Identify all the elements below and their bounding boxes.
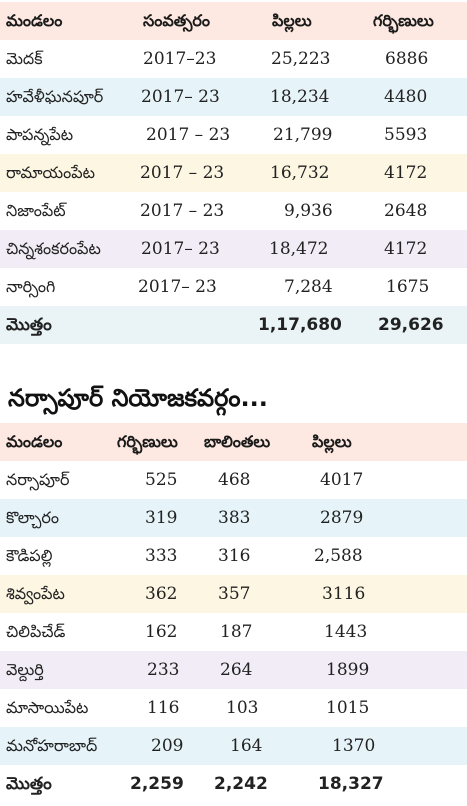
cell-children: 18,234 bbox=[270, 87, 330, 107]
header-mandal: మండలం bbox=[6, 432, 63, 451]
header-pregnant: గర్భిణులు bbox=[117, 432, 178, 451]
cell-pregnant: 362 bbox=[145, 584, 178, 604]
table-header: మండలం సంవత్సరం పిల్లలు గర్భిణులు bbox=[0, 2, 467, 40]
cell-pregnant: 2648 bbox=[384, 201, 428, 221]
cell-mandal: కౌడిపల్లి bbox=[6, 546, 53, 565]
cell-children: 9,936 bbox=[284, 201, 333, 221]
cell-year: 2017– 23 bbox=[138, 277, 217, 297]
table-row: నిజాంపేట్ 2017 – 23 9,936 2648 bbox=[0, 192, 467, 230]
table-row: చిలిపిచేడ్ 162 187 1443 bbox=[0, 613, 467, 651]
cell-mandal: పాపన్నపేట bbox=[6, 125, 74, 144]
table-narsapur-constituency: మండలం గర్భిణులు బాలింతలు పిల్లలు నర్సాపూ… bbox=[0, 423, 467, 803]
cell-pregnant: 525 bbox=[145, 470, 178, 490]
cell-pregnant: 4172 bbox=[384, 239, 428, 259]
table-row: కౌడిపల్లి 333 316 2,588 bbox=[0, 537, 467, 575]
total-label: మొత్తం bbox=[6, 315, 52, 335]
cell-children: 2,588 bbox=[314, 546, 363, 566]
cell-children: 7,284 bbox=[284, 277, 333, 297]
cell-mandal: కొల్చారం bbox=[6, 508, 59, 527]
cell-children: 2879 bbox=[320, 508, 364, 528]
cell-pregnant: 6886 bbox=[385, 49, 429, 69]
table-row: రామాయంపేట 2017 – 23 16,732 4172 bbox=[0, 154, 467, 192]
cell-mandal: నార్సింగి bbox=[6, 277, 56, 296]
cell-mandal: రామాయంపేట bbox=[6, 163, 95, 182]
cell-lactating: 468 bbox=[218, 470, 251, 490]
table-row: చిన్నశంకరంపేట 2017– 23 18,472 4172 bbox=[0, 230, 467, 268]
cell-year: 2017–23 bbox=[143, 49, 217, 69]
cell-children: 3116 bbox=[322, 584, 366, 604]
cell-lactating: 357 bbox=[218, 584, 251, 604]
cell-pregnant: 4172 bbox=[384, 163, 428, 183]
cell-pregnant: 333 bbox=[145, 546, 178, 566]
total-children: 18,327 bbox=[318, 774, 384, 794]
cell-lactating: 164 bbox=[230, 736, 263, 756]
table-row: శివ్వంపేట 362 357 3116 bbox=[0, 575, 467, 613]
cell-lactating: 187 bbox=[220, 622, 253, 642]
table-mandal-stats: మండలం సంవత్సరం పిల్లలు గర్భిణులు మెదక్ 2… bbox=[0, 2, 467, 344]
cell-mandal: వెల్దుర్తి bbox=[6, 660, 44, 679]
cell-children: 16,732 bbox=[270, 163, 330, 183]
header-children: పిల్లలు bbox=[272, 11, 312, 30]
total-lactating: 2,242 bbox=[214, 774, 268, 794]
cell-lactating: 316 bbox=[218, 546, 251, 566]
cell-mandal: నర్సాపూర్ bbox=[6, 470, 70, 489]
cell-year: 2017– 23 bbox=[141, 87, 220, 107]
header-mandal: మండలం bbox=[6, 11, 63, 30]
cell-children: 1443 bbox=[324, 622, 368, 642]
table-total-row: మొత్తం 1,17,680 29,626 bbox=[0, 306, 467, 344]
cell-year: 2017– 23 bbox=[141, 239, 220, 259]
total-children: 1,17,680 bbox=[258, 315, 342, 335]
cell-pregnant: 4480 bbox=[384, 87, 428, 107]
cell-year: 2017 – 23 bbox=[140, 201, 225, 221]
cell-pregnant: 233 bbox=[147, 660, 180, 680]
total-label: మొత్తం bbox=[6, 774, 52, 794]
header-pregnant: గర్భిణులు bbox=[373, 11, 434, 30]
cell-lactating: 103 bbox=[226, 698, 259, 718]
table-row: మాసాయిపేట 116 103 1015 bbox=[0, 689, 467, 727]
table-row: పాపన్నపేట 2017 – 23 21,799 5593 bbox=[0, 116, 467, 154]
cell-children: 4017 bbox=[320, 470, 364, 490]
cell-mandal: చిన్నశంకరంపేట bbox=[6, 239, 101, 258]
cell-children: 25,223 bbox=[271, 49, 331, 69]
cell-mandal: మాసాయిపేట bbox=[6, 698, 89, 717]
cell-pregnant: 5593 bbox=[384, 125, 428, 145]
table-row: నర్సాపూర్ 525 468 4017 bbox=[0, 461, 467, 499]
cell-mandal: హవేళీఘనపూర్ bbox=[6, 87, 104, 106]
cell-pregnant: 116 bbox=[147, 698, 180, 718]
cell-lactating: 264 bbox=[220, 660, 253, 680]
cell-year: 2017 – 23 bbox=[146, 125, 231, 145]
table-header: మండలం గర్భిణులు బాలింతలు పిల్లలు bbox=[0, 423, 467, 461]
table-row: మనోహరాబాద్ 209 164 1370 bbox=[0, 727, 467, 765]
header-year: సంవత్సరం bbox=[143, 11, 210, 30]
cell-mandal: నిజాంపేట్ bbox=[6, 201, 66, 220]
cell-mandal: మెదక్ bbox=[6, 49, 43, 68]
table-row: వెల్దుర్తి 233 264 1899 bbox=[0, 651, 467, 689]
section-title: నర్సాపూర్ నియోజకవర్గం... bbox=[8, 384, 268, 412]
cell-pregnant: 209 bbox=[151, 736, 184, 756]
header-lactating: బాలింతలు bbox=[204, 432, 271, 451]
cell-children: 1899 bbox=[326, 660, 370, 680]
cell-lactating: 383 bbox=[218, 508, 251, 528]
cell-mandal: మనోహరాబాద్ bbox=[6, 736, 98, 755]
header-children: పిల్లలు bbox=[312, 432, 352, 451]
table-row: కొల్చారం 319 383 2879 bbox=[0, 499, 467, 537]
table-total-row: మొత్తం 2,259 2,242 18,327 bbox=[0, 765, 467, 803]
table-row: నార్సింగి 2017– 23 7,284 1675 bbox=[0, 268, 467, 306]
cell-pregnant: 319 bbox=[145, 508, 178, 528]
cell-children: 21,799 bbox=[273, 125, 333, 145]
cell-mandal: చిలిపిచేడ్ bbox=[6, 622, 66, 641]
cell-children: 18,472 bbox=[269, 239, 329, 259]
cell-mandal: శివ్వంపేట bbox=[6, 584, 65, 603]
table-row: హవేళీఘనపూర్ 2017– 23 18,234 4480 bbox=[0, 78, 467, 116]
total-pregnant: 2,259 bbox=[130, 774, 184, 794]
cell-year: 2017 – 23 bbox=[140, 163, 225, 183]
cell-pregnant: 1675 bbox=[386, 277, 430, 297]
cell-children: 1015 bbox=[326, 698, 370, 718]
table-row: మెదక్ 2017–23 25,223 6886 bbox=[0, 40, 467, 78]
total-pregnant: 29,626 bbox=[378, 315, 444, 335]
cell-children: 1370 bbox=[332, 736, 376, 756]
cell-pregnant: 162 bbox=[145, 622, 178, 642]
